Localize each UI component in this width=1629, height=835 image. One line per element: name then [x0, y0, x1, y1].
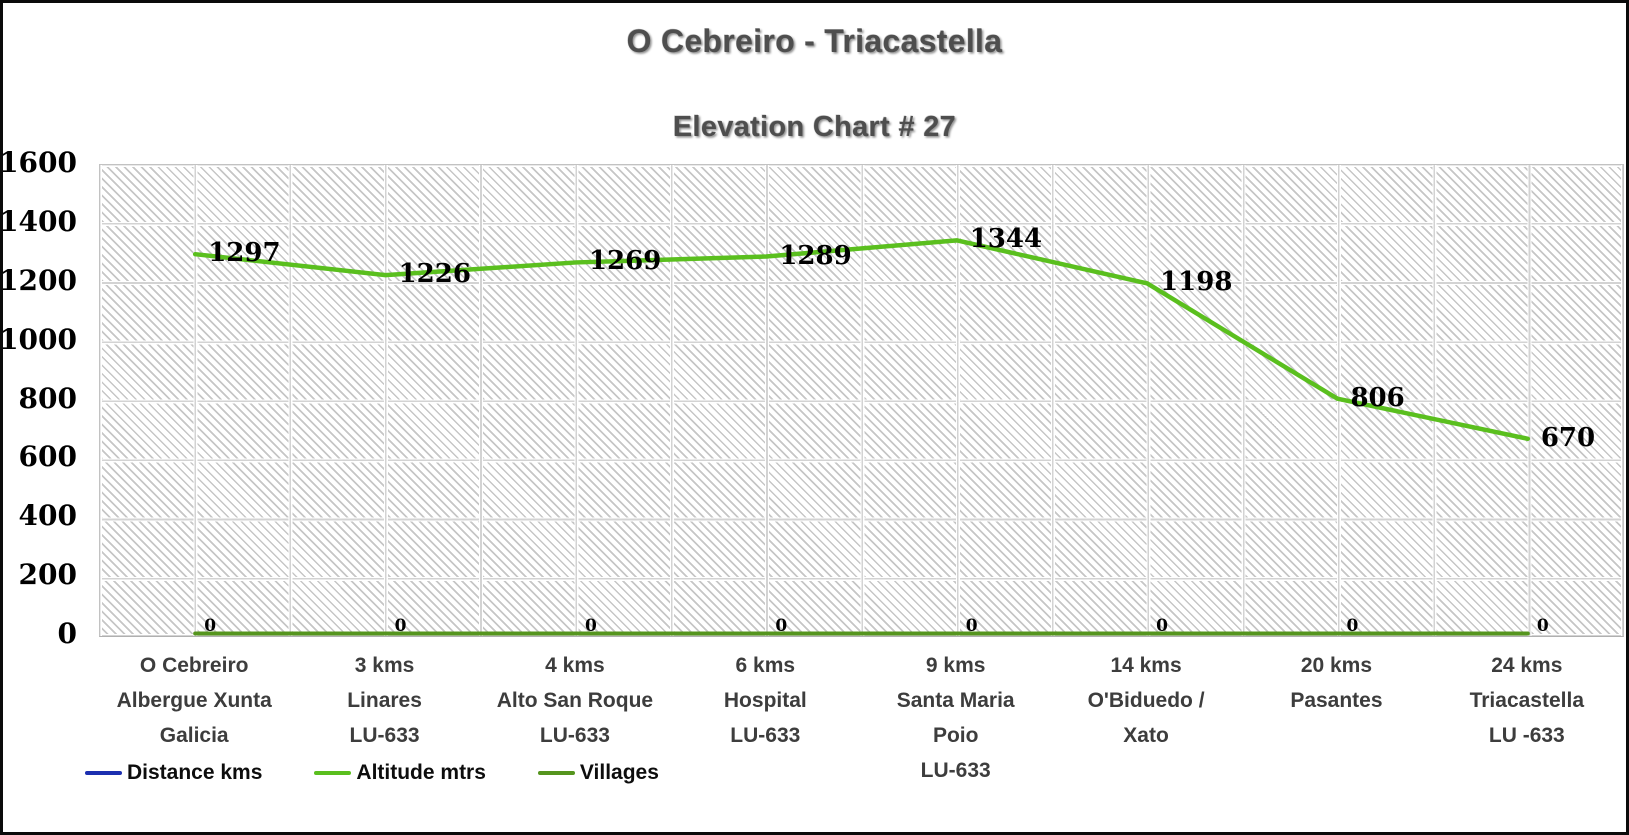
y-axis: 0 200 400 600 800 1000 1200 1400 1600 — [0, 146, 91, 650]
y-axis-tick-label: 1400 — [0, 204, 77, 238]
villages-data-label: 0 — [394, 616, 407, 636]
x-axis-category-label: 9 kms Santa Maria Poio LU-633 — [896, 654, 1015, 782]
altitude-line — [192, 238, 1531, 442]
legend-label: Villages — [579, 761, 659, 784]
villages-data-label: 0 — [584, 616, 597, 636]
series-lines-svg — [192, 238, 1531, 636]
villages-data-label: 0 — [204, 616, 217, 636]
altitude-data-label: 1226 — [398, 259, 471, 290]
legend-label: Distance kms — [127, 761, 263, 784]
x-axis-category-label: 20 kms Pasantes — [1290, 654, 1383, 712]
altitude-data-label: 1269 — [588, 246, 662, 277]
chart-subtitle: Elevation Chart # 27 — [672, 111, 957, 143]
altitude-data-label: 1198 — [1160, 267, 1233, 298]
y-axis-tick-label: 1200 — [0, 263, 77, 297]
y-axis-tick-label: 0 — [57, 617, 77, 650]
y-axis-tick-label: 400 — [18, 499, 77, 533]
legend-item-distance: Distance kms — [85, 761, 262, 785]
y-axis-tick-label: 1000 — [0, 322, 77, 356]
x-axis-category-label: 6 kms Hospital LU-633 — [723, 654, 807, 747]
y-axis-tick-label: 800 — [18, 381, 77, 415]
x-axis-category-label: 14 kms O'Biduedo / Xato — [1087, 654, 1205, 747]
plot-area: 1297 1226 1269 1289 1344 1198 806 670 0 0 0 0 0 0 0 0 — [99, 164, 1624, 637]
y-axis-tick-label: 200 — [18, 558, 77, 592]
legend: Distance kms Altitude mtrs Villages — [85, 755, 659, 791]
legend-item-villages: Villages — [537, 761, 659, 785]
legend-label: Altitude mtrs — [356, 761, 486, 784]
chart-title: O Cebreiro - Triacastella — [626, 23, 1003, 59]
villages-data-label: 0 — [775, 616, 788, 636]
x-axis-category-label: O Cebreiro Albergue Xunta Galicia — [116, 654, 272, 747]
altitude-data-label: 1289 — [779, 240, 852, 271]
altitude-data-label: 670 — [1540, 422, 1596, 453]
legend-line-icon — [85, 770, 122, 776]
villages-data-label: 0 — [1536, 616, 1549, 636]
altitude-data-label: 806 — [1350, 382, 1405, 413]
y-axis-tick-label: 1600 — [0, 146, 77, 179]
legend-line-icon — [537, 770, 575, 776]
altitude-data-label: 1344 — [969, 224, 1043, 255]
x-axis: O Cebreiro Albergue Xunta Galicia 3 kms L… — [99, 648, 1624, 798]
villages-data-label: 0 — [965, 616, 978, 636]
x-axis-category-label: 3 kms Linares LU-633 — [347, 654, 422, 747]
altitude-data-label: 1297 — [208, 238, 281, 269]
villages-data-label: 0 — [1156, 616, 1168, 636]
legend-line-icon — [314, 770, 352, 776]
x-axis-category-label: 4 kms Alto San Roque LU-633 — [496, 654, 654, 747]
y-axis-tick-label: 600 — [18, 440, 77, 474]
villages-data-label: 0 — [1346, 616, 1359, 636]
legend-item-altitude: Altitude mtrs — [314, 761, 486, 785]
x-axis-category-label: 24 kms Triacastella LU -633 — [1469, 654, 1585, 747]
